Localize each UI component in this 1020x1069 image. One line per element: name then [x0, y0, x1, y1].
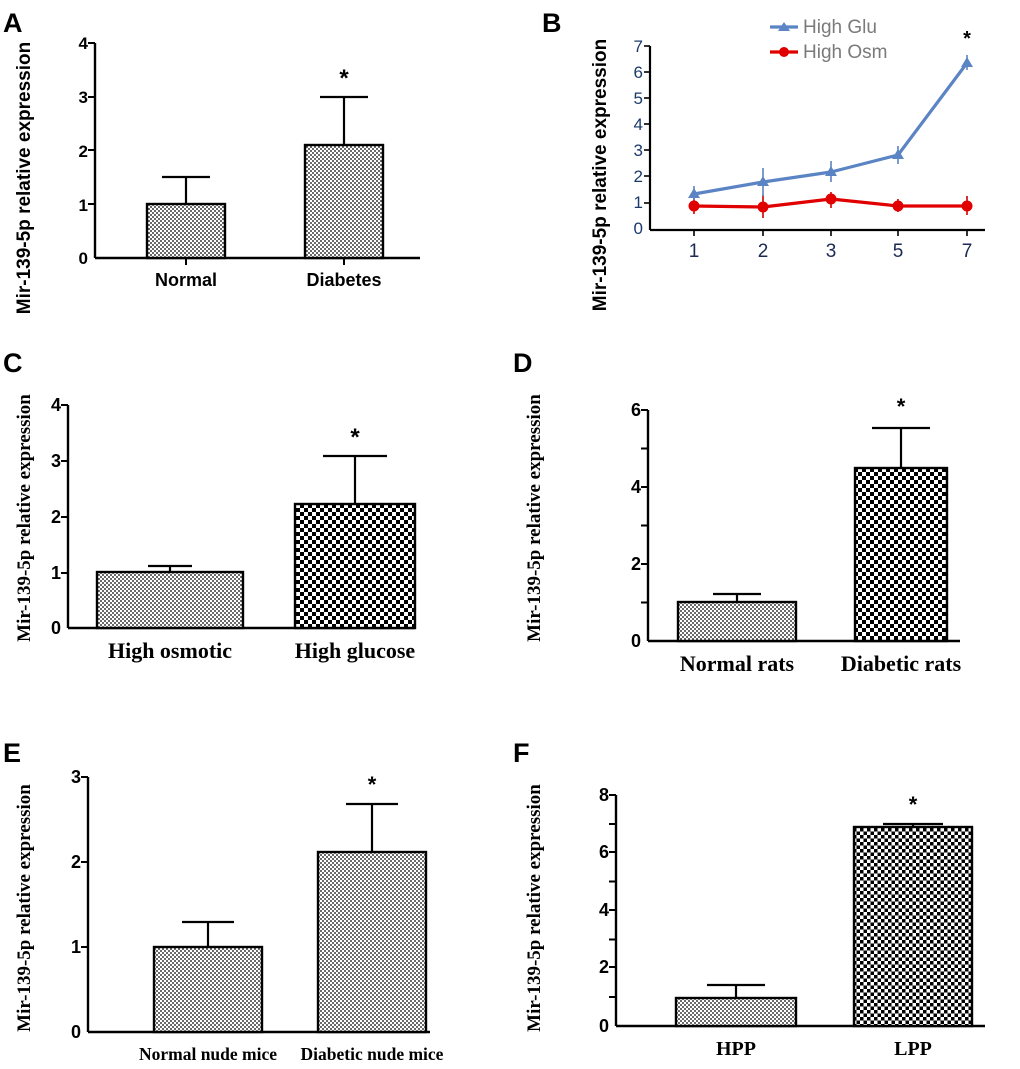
- svg-text:Normal rats: Normal rats: [680, 651, 795, 676]
- svg-text:4: 4: [634, 115, 643, 134]
- svg-text:LPP: LPP: [894, 1038, 932, 1060]
- svg-text:0: 0: [631, 631, 641, 651]
- svg-text:1: 1: [79, 196, 88, 215]
- svg-text:A: A: [3, 8, 23, 38]
- svg-text:*: *: [909, 792, 918, 817]
- svg-text:1: 1: [51, 563, 61, 583]
- svg-text:3: 3: [79, 88, 88, 107]
- svg-text:5: 5: [893, 241, 904, 262]
- svg-text:Mir-139-5p relative expression: Mir-139-5p relative expression: [14, 394, 35, 642]
- svg-text:1: 1: [634, 193, 643, 212]
- svg-text:2: 2: [634, 167, 643, 186]
- svg-text:2: 2: [599, 957, 609, 977]
- svg-text:*: *: [963, 28, 971, 50]
- svg-text:Mir-139-5p relative expression: Mir-139-5p relative expression: [590, 39, 611, 311]
- svg-text:0: 0: [79, 249, 88, 268]
- svg-text:Diabetes: Diabetes: [306, 270, 381, 290]
- svg-text:B: B: [542, 8, 562, 38]
- svg-text:6: 6: [599, 842, 609, 862]
- svg-text:High osmotic: High osmotic: [108, 638, 232, 663]
- svg-text:0: 0: [71, 1022, 81, 1042]
- svg-text:Diabetic rats: Diabetic rats: [841, 651, 962, 676]
- svg-text:E: E: [3, 738, 21, 768]
- svg-text:C: C: [3, 348, 23, 378]
- svg-text:6: 6: [631, 400, 641, 420]
- svg-text:1: 1: [689, 241, 700, 262]
- svg-text:Diabetic nude mice: Diabetic nude mice: [301, 1044, 444, 1064]
- svg-text:2: 2: [758, 241, 769, 262]
- svg-text:High Glu: High Glu: [803, 17, 877, 38]
- svg-text:1: 1: [71, 937, 81, 957]
- svg-text:3: 3: [634, 141, 643, 160]
- svg-text:*: *: [897, 394, 906, 419]
- svg-text:High glucose: High glucose: [295, 638, 416, 663]
- svg-text:2: 2: [71, 852, 81, 872]
- svg-text:Mir-139-5p relative expression: Mir-139-5p relative expression: [524, 784, 545, 1032]
- svg-text:Mir-139-5p relative expression: Mir-139-5p relative expression: [524, 394, 545, 642]
- svg-text:*: *: [368, 772, 377, 797]
- svg-text:4: 4: [631, 477, 641, 497]
- svg-text:0: 0: [599, 1016, 609, 1036]
- svg-text:Normal: Normal: [155, 270, 217, 290]
- svg-text:3: 3: [71, 767, 81, 787]
- svg-text:7: 7: [634, 37, 643, 56]
- svg-text:4: 4: [51, 395, 61, 415]
- svg-text:F: F: [513, 738, 530, 768]
- svg-text:D: D: [513, 348, 533, 378]
- svg-text:3: 3: [51, 451, 61, 471]
- svg-text:6: 6: [634, 63, 643, 82]
- svg-text:7: 7: [962, 241, 973, 262]
- svg-text:4: 4: [599, 900, 609, 920]
- svg-text:3: 3: [826, 241, 837, 262]
- svg-text:Mir-139-5p relative expression: Mir-139-5p relative expression: [14, 784, 35, 1032]
- svg-text:*: *: [339, 65, 349, 92]
- svg-text:0: 0: [634, 219, 643, 238]
- svg-text:*: *: [350, 424, 360, 451]
- svg-text:2: 2: [631, 554, 641, 574]
- svg-text:Normal nude mice: Normal nude mice: [139, 1044, 277, 1064]
- svg-text:Mir-139-5p relative expression: Mir-139-5p relative expression: [14, 42, 35, 314]
- svg-text:HPP: HPP: [716, 1038, 756, 1060]
- svg-text:8: 8: [599, 785, 609, 805]
- svg-text:2: 2: [51, 507, 61, 527]
- svg-text:High Osm: High Osm: [803, 42, 887, 63]
- svg-text:0: 0: [51, 618, 61, 638]
- svg-text:2: 2: [79, 142, 88, 161]
- svg-text:4: 4: [79, 34, 89, 53]
- svg-text:5: 5: [634, 89, 643, 108]
